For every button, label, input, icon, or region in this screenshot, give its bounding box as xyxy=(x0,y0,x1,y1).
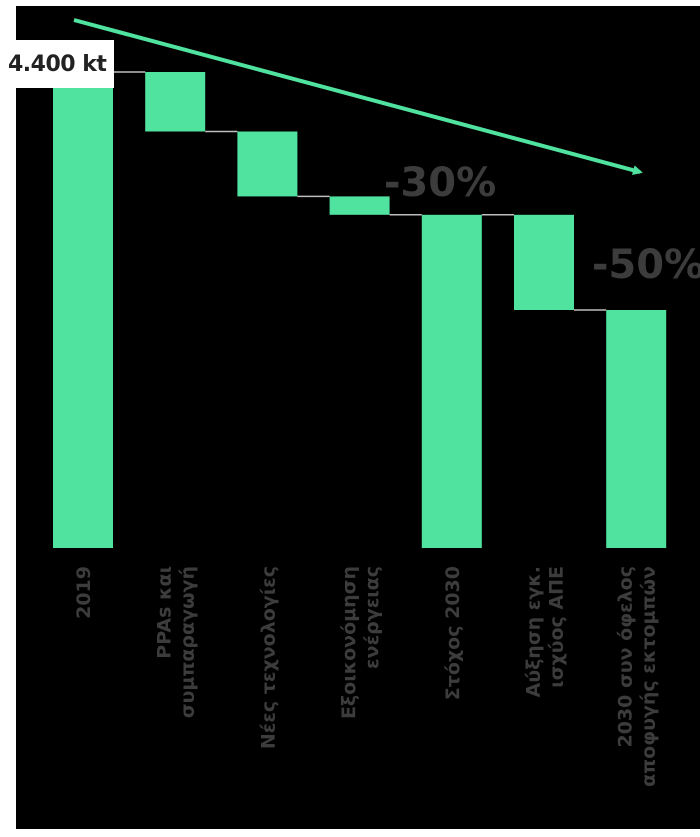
bar-1 xyxy=(145,72,206,132)
category-label-4: Στόχος 2030 xyxy=(442,566,464,700)
category-label-0: 2019 xyxy=(73,566,95,619)
category-label-line: Στόχος 2030 xyxy=(442,566,464,700)
reduction-label-1: -50% xyxy=(592,242,700,288)
category-label-line: 2030 συν όφελος xyxy=(615,566,637,748)
bar-0 xyxy=(53,72,113,548)
category-label-6: 2030 συν όφελος αποφυγής εκτομπών xyxy=(615,566,660,787)
category-label-line: Εξοικονόμηση xyxy=(338,566,360,719)
bar-5 xyxy=(514,214,574,310)
category-label-line: 2019 xyxy=(73,566,95,619)
category-label-2: Νέες τεχνολογίες xyxy=(257,566,279,749)
category-label-line: PPAs και xyxy=(154,566,176,659)
bar-2 xyxy=(237,131,298,197)
trend-arrow xyxy=(73,18,643,176)
category-label-5: Αύξηση εγκ. ισχύος ΑΠΕ xyxy=(523,566,568,697)
category-label-line: Νέες τεχνολογίες xyxy=(257,566,279,749)
category-label-line: ενέργειας xyxy=(361,566,383,669)
category-label-line: συμπαραγωγή xyxy=(177,566,199,718)
category-label-line: αποφυγής εκτομπών xyxy=(638,566,660,787)
start-value-label: 4.400 kt xyxy=(0,40,115,88)
category-label-1: PPAs και συμπαραγωγή xyxy=(154,566,199,718)
chart-panel: -30% -50% 2019 PPAs και συμπαραγωγή Νέες τεχ… xyxy=(16,6,700,829)
reduction-label-0: -30% xyxy=(384,160,496,206)
category-label-line: ισχύος ΑΠΕ xyxy=(546,566,568,688)
waterfall-chart: -30% -50% 2019 PPAs και συμπαραγωγή Νέες τεχ… xyxy=(53,18,700,787)
category-label-3: Εξοικονόμηση ενέργειας xyxy=(338,566,383,719)
bar-3 xyxy=(329,196,390,215)
bar-6 xyxy=(606,310,667,548)
bar-4 xyxy=(421,214,482,549)
category-label-line: Αύξηση εγκ. xyxy=(523,566,545,697)
